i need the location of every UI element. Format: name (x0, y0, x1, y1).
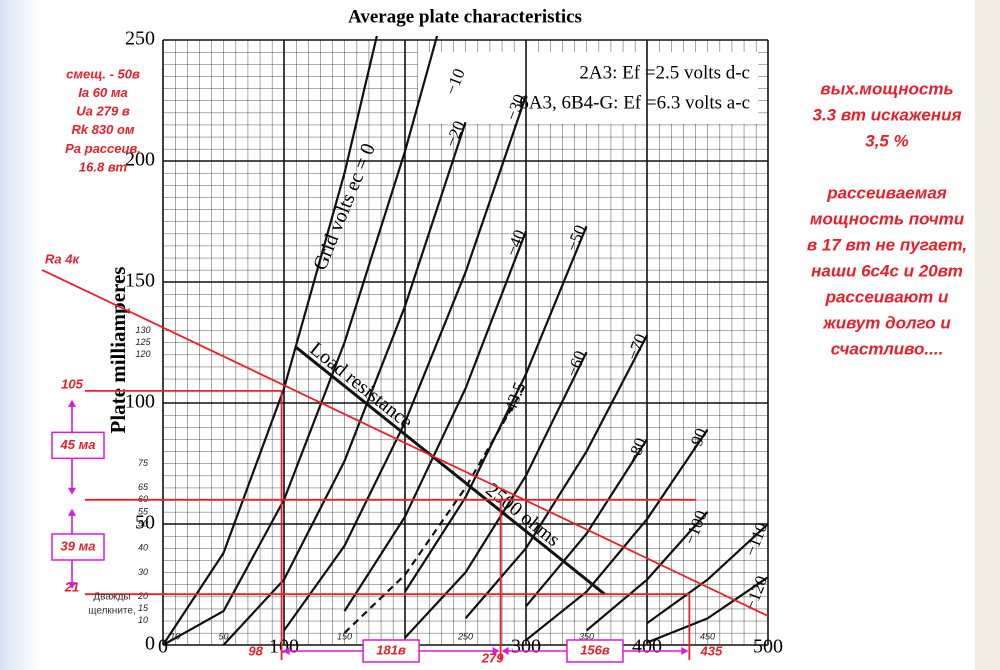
span-label: 45 ма (60, 437, 96, 452)
curve (646, 576, 769, 644)
ra-line (41, 269, 769, 617)
curve (222, 121, 467, 646)
small-x-tick: 350 (579, 631, 594, 641)
small-y-tick: 40 (138, 543, 148, 553)
x-tick-label: 500 (753, 636, 783, 658)
span-box (51, 431, 105, 460)
note-line: в 17 вт не пугает, (807, 235, 967, 254)
small-y-tick: 125 (135, 337, 151, 347)
note-line: вых.мощность (820, 79, 953, 98)
y-tick-label: 0 (145, 633, 155, 655)
hint-line: щелкните, (88, 606, 135, 617)
page-edge (0, 0, 40, 670)
tube-box (418, 52, 758, 124)
small-x-tick: 150 (337, 631, 352, 641)
small-y-tick: 15 (138, 603, 149, 613)
ra-label: Ra 4к (45, 251, 80, 266)
x-tick-label: 400 (632, 636, 662, 658)
chart-title: Average plate characteristics (348, 6, 582, 27)
note-line: Ia 60 ма (78, 85, 127, 100)
note-line: живут долго и (822, 313, 951, 332)
y-tick-label: 100 (125, 391, 155, 413)
note-line: мощность почти (810, 209, 965, 228)
curve (646, 523, 769, 625)
tube-line: 6A3, 6B4-G: Ef =6.3 volts a-c (519, 92, 750, 113)
small-x-tick: 10 (170, 631, 180, 641)
small-y-tick: 50 (138, 518, 148, 528)
y-tick-label: 250 (125, 28, 155, 50)
small-y-tick: 55 (138, 506, 149, 516)
span-box (362, 639, 420, 663)
curve (525, 438, 648, 607)
label-bg (100, 270, 140, 440)
note-line: Ua 279 в (76, 104, 130, 119)
y-tick-label: 200 (125, 149, 155, 171)
curve (163, 36, 439, 646)
note-line: Rk 830 ом (71, 122, 134, 137)
y-axis-title: Plate milliamperes (106, 267, 130, 434)
span-box (566, 639, 624, 663)
marker-label: 435 (699, 643, 722, 658)
small-y-tick: 20 (137, 591, 148, 601)
note-line: рассеивают и (825, 287, 949, 306)
note-line: 3,5 % (865, 131, 908, 150)
span-label: 39 ма (61, 538, 96, 553)
load-line (295, 346, 606, 596)
note-line: 16.8 вт (79, 159, 128, 174)
curve (343, 383, 527, 634)
note-line: 3.3 вт искажения (813, 105, 962, 124)
curve (343, 230, 528, 612)
small-x-tick: 50 (218, 631, 228, 641)
x-tick-label: 100 (269, 636, 299, 658)
small-y-tick: 75 (138, 458, 149, 468)
small-y-tick: 10 (138, 615, 148, 625)
span-box (51, 533, 105, 561)
note-line: Pa рассеив. (65, 141, 141, 156)
note-line: смещ. - 50в (66, 66, 140, 81)
y-tick-label: 150 (125, 270, 155, 292)
small-x-tick: 250 (457, 631, 473, 641)
span-label: 181в (376, 642, 406, 657)
small-y-tick: 130 (135, 325, 150, 335)
marker-label: 279 (481, 650, 504, 665)
x-tick-label: 300 (511, 636, 541, 658)
small-y-tick: 30 (138, 567, 148, 577)
page-edge (975, 0, 1000, 670)
fine-grid (163, 40, 768, 645)
y-tick-label: 50 (135, 512, 155, 534)
tube-line: 2A3: Ef =2.5 volts d-c (579, 62, 750, 83)
curve (404, 225, 588, 593)
span-label: 156в (580, 642, 610, 657)
marker-label: 98 (248, 643, 263, 658)
x-tick-label: 0 (158, 636, 168, 658)
small-y-tick: 120 (135, 349, 150, 359)
overlay: 0501001502002500100200300400500101520304… (41, 28, 967, 665)
small-y-tick: 65 (138, 482, 149, 492)
curve (525, 429, 709, 642)
note-line: наши 6с4с и 20вт (811, 261, 963, 280)
note-line: рассеиваемая (826, 183, 947, 202)
small-x-tick: 450 (700, 631, 715, 641)
note-line: счастливо.... (831, 339, 944, 358)
hint-line: Дважды (93, 592, 130, 603)
marker-label: 105 (61, 376, 83, 391)
